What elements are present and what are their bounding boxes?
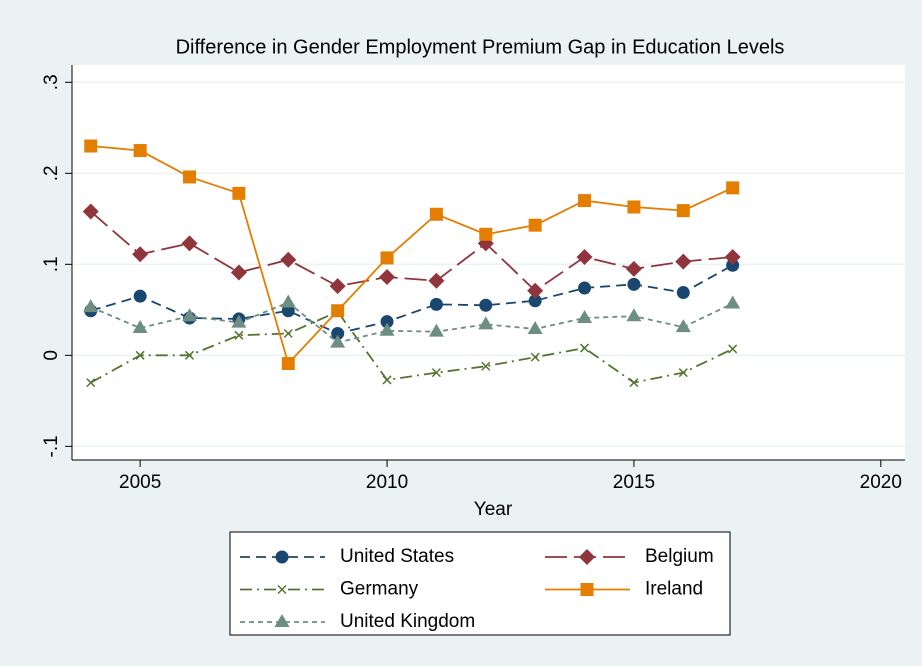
marker [275, 550, 289, 564]
marker [281, 357, 295, 371]
marker [576, 249, 593, 266]
marker [676, 204, 690, 218]
legend [229, 531, 731, 636]
series-line [90, 210, 733, 292]
y-tick-label: -.1 [41, 435, 62, 457]
marker [527, 320, 543, 334]
marker [629, 378, 639, 388]
marker [183, 170, 197, 184]
marker [232, 186, 246, 200]
marker [382, 375, 392, 385]
marker [481, 361, 491, 371]
marker [479, 227, 493, 241]
marker [726, 258, 740, 272]
marker [231, 314, 247, 328]
marker [627, 200, 641, 214]
x-axis-title: Year [474, 499, 513, 520]
marker [578, 194, 592, 208]
legend-label: United Kingdom [340, 611, 475, 632]
marker [675, 319, 691, 333]
chart-title: Difference in Gender Employment Premium … [176, 36, 785, 58]
marker [429, 207, 443, 221]
series-line [90, 301, 734, 344]
legend-label: Germany [340, 579, 419, 600]
marker [132, 320, 148, 334]
marker [676, 286, 690, 300]
marker [579, 549, 595, 565]
marker [479, 298, 493, 312]
y-tick-label: .1 [41, 256, 62, 272]
marker [280, 251, 297, 268]
marker [678, 368, 688, 378]
marker [431, 368, 441, 378]
x-tick-label: 2020 [860, 472, 902, 493]
marker [528, 294, 542, 308]
marker [181, 235, 198, 252]
marker [277, 584, 287, 595]
marker [331, 326, 345, 340]
marker [184, 350, 195, 360]
marker [478, 316, 494, 330]
marker [428, 323, 444, 337]
legend-label: Ireland [645, 579, 703, 600]
marker [230, 264, 247, 281]
marker [530, 352, 540, 362]
marker [182, 308, 198, 322]
marker [625, 260, 642, 277]
marker [580, 343, 590, 353]
marker [133, 289, 147, 303]
marker [379, 322, 395, 336]
marker [132, 246, 149, 263]
marker [133, 144, 147, 158]
y-tick-label: .3 [41, 74, 62, 90]
marker [724, 249, 741, 266]
marker [578, 281, 592, 295]
marker [528, 218, 542, 232]
marker [627, 277, 641, 291]
marker [329, 278, 346, 295]
marker [83, 299, 99, 313]
y-tick-label: .2 [41, 165, 62, 181]
legend-label: Belgium [645, 546, 714, 567]
y-tick-label: 0 [41, 350, 62, 361]
marker [577, 310, 593, 324]
marker [84, 139, 98, 153]
marker [428, 272, 445, 289]
series-line [90, 145, 734, 366]
plot-area [72, 65, 905, 460]
marker [135, 350, 145, 360]
marker [429, 297, 443, 311]
marker [728, 344, 738, 354]
marker [82, 203, 99, 220]
marker [234, 330, 244, 340]
series-line [90, 264, 734, 335]
marker [726, 181, 740, 195]
marker [580, 583, 594, 596]
series-line [90, 310, 734, 384]
marker [380, 315, 394, 329]
x-tick-label: 2015 [613, 472, 655, 493]
marker [331, 304, 345, 318]
x-tick-label: 2005 [119, 472, 161, 493]
x-tick-label: 2010 [366, 472, 408, 493]
marker [626, 308, 642, 322]
marker [675, 253, 692, 270]
legend-label: United States [340, 546, 454, 567]
marker [280, 294, 296, 308]
marker [283, 328, 293, 339]
marker [86, 378, 96, 388]
marker [330, 334, 346, 348]
marker [274, 614, 290, 627]
marker [379, 269, 396, 286]
marker [725, 295, 741, 309]
marker [527, 282, 544, 299]
marker [380, 251, 394, 265]
